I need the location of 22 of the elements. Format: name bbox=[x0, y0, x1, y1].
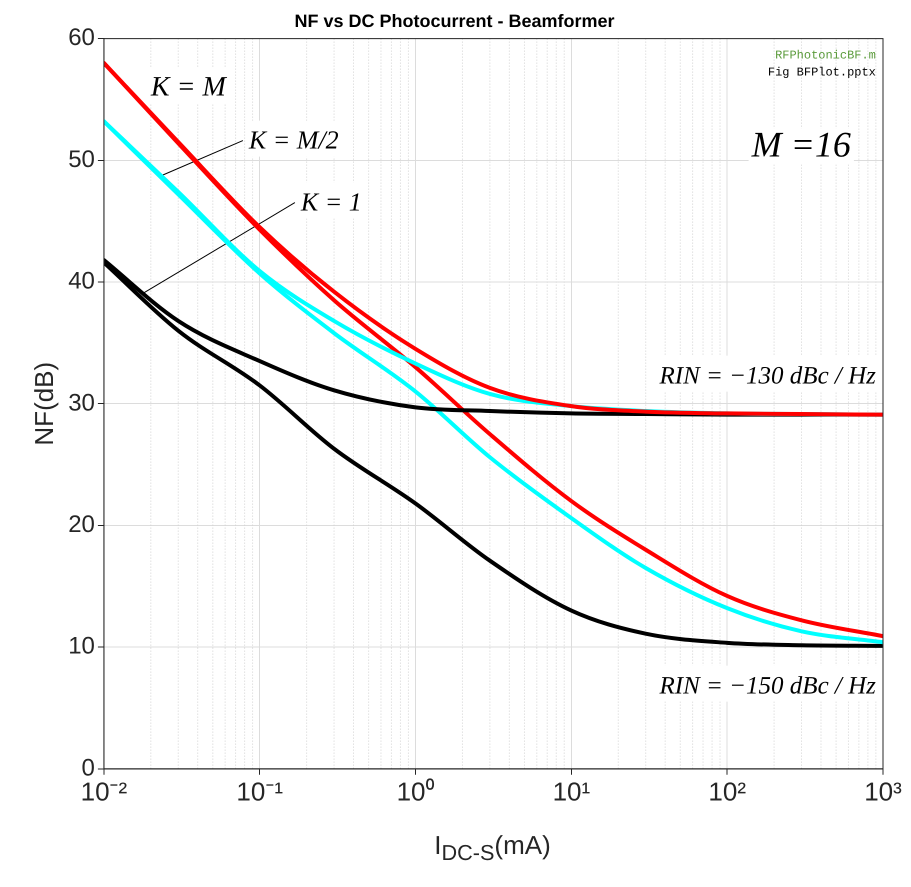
x-tick-label: 10² bbox=[708, 776, 746, 807]
annotation: K = 1 bbox=[300, 188, 362, 217]
annotation: Fig BFPlot.pptx bbox=[768, 66, 876, 80]
x-axis-title: I$_{DC-S}$(mA) bbox=[433, 830, 552, 866]
annotation: M =16 bbox=[750, 124, 851, 165]
y-tick-label: 40 bbox=[68, 268, 95, 295]
chart-title: NF vs DC Photocurrent - Beamformer bbox=[294, 10, 615, 31]
annotation: RFPhotonicBF.m bbox=[775, 48, 876, 63]
y-tick-label: 30 bbox=[68, 389, 95, 416]
x-tick-label: 10⁻¹ bbox=[236, 776, 284, 807]
x-tick-label: 10⁰ bbox=[396, 776, 434, 807]
x-tick-label: 10³ bbox=[864, 776, 902, 807]
y-axis-title: NF(dB) bbox=[28, 362, 59, 446]
y-tick-label: 60 bbox=[68, 24, 95, 52]
y-tick-label: 20 bbox=[68, 511, 95, 538]
annotation: K = M/2 bbox=[248, 126, 339, 155]
annotation: RIN = −150 dBc / Hz bbox=[658, 672, 876, 700]
x-tick-label: 10¹ bbox=[552, 776, 590, 807]
annotation: RIN = −130 dBc / Hz bbox=[658, 362, 876, 390]
annotation: K = M bbox=[150, 72, 228, 103]
y-tick-label: 50 bbox=[68, 146, 95, 173]
y-tick-label: 10 bbox=[68, 632, 95, 660]
